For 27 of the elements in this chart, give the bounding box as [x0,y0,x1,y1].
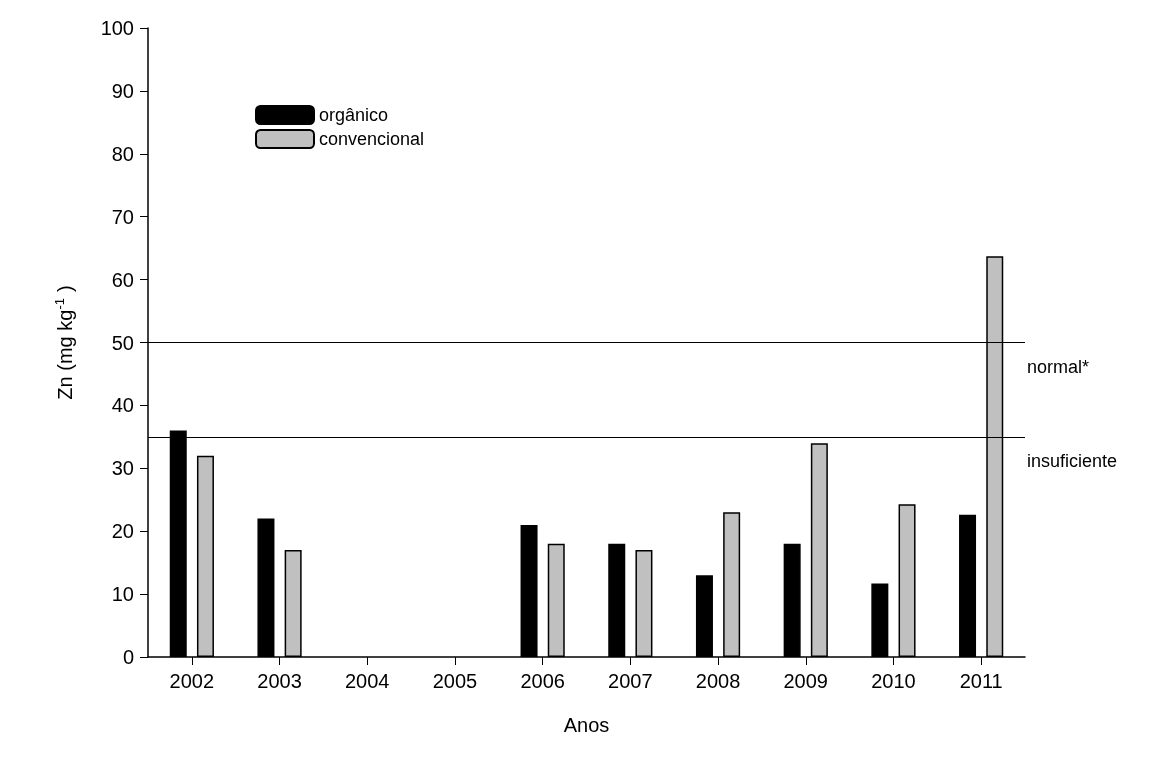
legend-label: convencional [319,129,425,149]
y-tick-label: 40 [111,394,134,417]
x-tick-label: 2008 [695,670,741,692]
x-tick-label: 2004 [345,670,390,692]
x-tick-label: 2003 [257,670,302,692]
ref-line-label: normal* [1027,356,1090,377]
y-tick-label: 100 [100,17,134,39]
ref-line-label: insuficiente [1027,450,1118,471]
x-tick-label: 2009 [783,670,828,692]
y-tick-label: 10 [111,583,134,606]
y-tick-label: 80 [111,142,134,165]
y-axis-title: Zn (mg kg-1) [52,285,76,400]
x-tick-label: 2007 [608,670,653,692]
y-tick-label: 50 [111,331,134,354]
x-tick-label: 2011 [959,670,1003,692]
y-tick-label: 90 [111,79,134,102]
y-tick-label: 0 [122,646,134,668]
y-tick-label: 70 [111,205,134,228]
x-axis-title: Anos [563,714,610,736]
x-tick-label: 2002 [169,670,215,692]
x-tick-label: 2005 [432,670,478,692]
y-tick-label: 20 [111,520,134,543]
x-tick-label: 2006 [520,670,565,692]
y-tick-label: 60 [111,268,134,291]
y-tick-label: 30 [111,457,134,480]
legend-label: orgânico [319,105,389,125]
x-tick-label: 2010 [871,670,916,692]
